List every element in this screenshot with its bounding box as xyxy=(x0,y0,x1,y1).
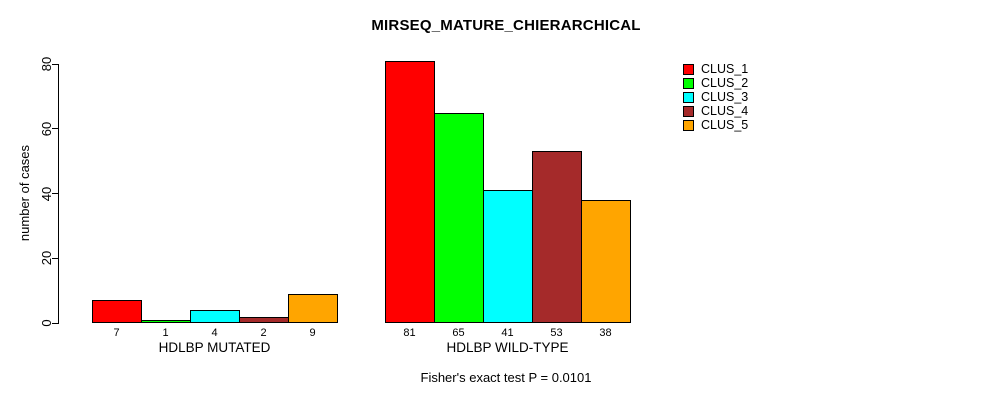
bar-value-label: 9 xyxy=(309,327,316,339)
legend-swatch-clus_1 xyxy=(683,63,694,75)
y-tick-mark xyxy=(52,257,58,259)
bar-value-label: 7 xyxy=(113,327,120,339)
bar-value-label: 53 xyxy=(550,327,563,339)
y-tick-mark xyxy=(52,193,58,194)
y-tick-mark xyxy=(52,63,58,65)
legend-label: CLUS_2 xyxy=(701,76,749,90)
bar-value-label: 81 xyxy=(403,327,416,339)
y-tick-label: 20 xyxy=(38,251,54,266)
legend-label: CLUS_5 xyxy=(701,118,749,132)
y-tick-label: 0 xyxy=(38,319,54,327)
legend-item: CLUS_1 xyxy=(683,62,748,76)
legend-label: CLUS_4 xyxy=(701,104,749,118)
legend-item: CLUS_4 xyxy=(683,104,748,118)
legend-swatch-clus_4 xyxy=(683,105,694,117)
y-axis-label: number of cases xyxy=(16,144,32,242)
legend-item: CLUS_3 xyxy=(683,90,748,104)
bar-clus_5-wildtype xyxy=(581,199,631,323)
bar-value-label: 38 xyxy=(599,327,612,339)
bar-value-label: 41 xyxy=(501,327,514,339)
y-axis-line xyxy=(58,64,59,324)
legend: CLUS_1 CLUS_2 CLUS_3 CLUS_4 CLUS_5 xyxy=(683,62,748,132)
bar-value-label: 2 xyxy=(260,327,267,339)
legend-swatch-clus_5 xyxy=(683,119,694,131)
y-tick-label: 60 xyxy=(38,121,54,136)
bar-value-label: 1 xyxy=(162,327,169,339)
bar-clus_5-mutated xyxy=(288,293,338,323)
legend-label: CLUS_3 xyxy=(701,90,749,104)
bar-clus_2-mutated xyxy=(141,319,191,323)
group-label: HDLBP WILD-TYPE xyxy=(446,340,569,355)
legend-swatch-clus_2 xyxy=(683,77,694,89)
bar-clus_4-wildtype xyxy=(532,151,582,323)
y-tick-label: 40 xyxy=(38,186,54,201)
y-tick-mark xyxy=(52,322,58,324)
bar-clus_1-mutated xyxy=(92,300,142,323)
bar-value-label: 4 xyxy=(211,327,218,339)
footnote-text: Fisher's exact test P = 0.0101 xyxy=(420,370,592,385)
bar-clus_4-mutated xyxy=(239,316,289,323)
legend-item: CLUS_5 xyxy=(683,118,748,132)
bar-clus_3-mutated xyxy=(190,310,240,323)
bar-clus_1-wildtype xyxy=(385,60,435,323)
group-label: HDLBP MUTATED xyxy=(158,340,271,355)
legend-item: CLUS_2 xyxy=(683,76,748,90)
y-tick-label: 80 xyxy=(38,56,54,72)
bar-clus_2-wildtype xyxy=(434,112,484,323)
bar-clus_3-wildtype xyxy=(483,190,533,323)
legend-swatch-clus_3 xyxy=(683,91,694,103)
chart-title: MIRSEQ_MATURE_CHIERARCHICAL xyxy=(371,17,641,34)
y-tick-mark xyxy=(52,128,58,130)
legend-label: CLUS_1 xyxy=(701,62,749,76)
bar-value-label: 65 xyxy=(452,327,465,339)
